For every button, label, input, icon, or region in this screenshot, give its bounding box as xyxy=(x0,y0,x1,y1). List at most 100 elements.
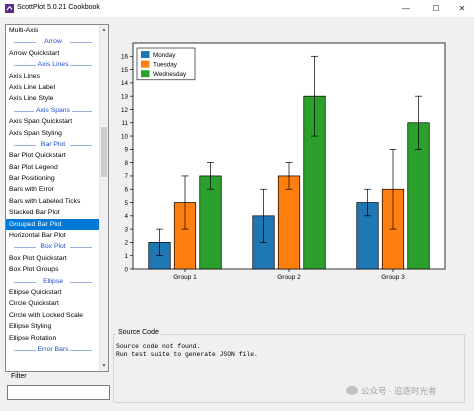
y-tick-label: 2 xyxy=(124,240,128,247)
list-item[interactable]: Axis Lines xyxy=(9,72,40,80)
category-label: Error Bars xyxy=(35,345,71,353)
y-tick-label: 9 xyxy=(124,147,128,154)
filter-input[interactable] xyxy=(7,385,110,400)
list-item[interactable]: Axis Span Quickstart xyxy=(9,118,73,126)
wechat-icon xyxy=(346,386,358,395)
category-header: Bar Plot xyxy=(6,139,100,150)
legend-label: Monday xyxy=(153,52,176,59)
y-tick-label: 5 xyxy=(124,200,128,207)
list-item[interactable]: Box Plot Quickstart xyxy=(9,254,67,262)
plot-area[interactable]: 0 1 2 3 4 5 6 7 8 9 10 11 12 13 14 15 16 Group 1 Group 2 Gr… xyxy=(113,19,470,324)
bar xyxy=(199,175,222,270)
source-code-group xyxy=(113,334,465,403)
legend-label: Tuesday xyxy=(153,62,178,69)
category-header: Error Bars xyxy=(6,344,100,355)
list-item[interactable]: Axis Line Style xyxy=(9,95,54,103)
y-tick-label: 4 xyxy=(124,213,128,220)
list-item[interactable]: Ellipse Quickstart xyxy=(9,288,62,296)
category-label: Bar Plot xyxy=(38,140,68,148)
list-item[interactable]: Bar Positioning xyxy=(9,175,55,183)
category-divider xyxy=(14,65,36,67)
legend-swatch xyxy=(141,60,150,68)
title-bar: ScottPlot 5.0.21 Cookbook — ☐ ✕ xyxy=(0,0,474,17)
minimize-button[interactable]: — xyxy=(402,4,410,13)
list-item[interactable]: Multi-Axis xyxy=(9,27,39,34)
app-icon xyxy=(5,4,14,13)
bar xyxy=(277,175,301,270)
y-tick-label: 6 xyxy=(124,187,128,194)
list-item[interactable]: Circle Quickstart xyxy=(9,300,59,308)
y-tick-label: 3 xyxy=(124,226,128,233)
y-tick-label: 14 xyxy=(121,80,129,87)
y-tick-label: 15 xyxy=(121,67,129,74)
list-item[interactable]: Arrow Quickstart xyxy=(9,49,60,57)
category-header: Ellipse xyxy=(6,276,100,287)
category-divider xyxy=(70,110,92,112)
category-header: Box Plot xyxy=(6,241,100,252)
category-divider xyxy=(70,281,92,283)
source-code-label: Source Code xyxy=(116,329,161,336)
category-label: Box Plot xyxy=(38,243,68,251)
scroll-down-icon[interactable]: ▼ xyxy=(101,363,107,369)
category-divider xyxy=(70,247,92,249)
legend-swatch xyxy=(141,51,150,58)
category-divider xyxy=(14,349,36,351)
category-divider xyxy=(70,42,92,44)
scroll-up-icon[interactable]: ▲ xyxy=(101,27,107,33)
y-tick-label: 11 xyxy=(121,120,128,127)
category-divider xyxy=(70,144,92,146)
y-tick-label: 16 xyxy=(121,54,129,61)
list-scrollbar[interactable]: ▲ ▼ xyxy=(99,25,108,371)
category-divider xyxy=(14,144,36,146)
y-tick-label: 1 xyxy=(124,253,128,260)
category-divider xyxy=(70,65,92,67)
category-divider xyxy=(14,110,36,112)
category-label: Arrow xyxy=(42,38,64,46)
category-header: Arrow xyxy=(6,36,100,47)
y-tick-label: 7 xyxy=(124,173,128,180)
recipe-list-items: Multi-Axis Arrow Arrow Quickstart Axis Line… xyxy=(6,25,100,355)
category-header: Axis Spans xyxy=(6,105,100,116)
category-label: Ellipse xyxy=(40,277,66,285)
category-header: Axis Lines xyxy=(6,59,100,70)
category-divider xyxy=(70,349,92,351)
list-item[interactable]: Bar Plot Quickstart xyxy=(9,152,66,160)
source-line-1: Source code not found. xyxy=(116,343,201,350)
list-item-selected[interactable]: Grouped Bar Plot xyxy=(6,218,100,231)
window-title: ScottPlot 5.0.21 Cookbook xyxy=(17,4,100,11)
category-divider xyxy=(14,281,36,283)
category-label: Axis Spans xyxy=(33,106,72,114)
list-item[interactable]: Bars with Error xyxy=(9,186,54,194)
category-label: Axis Lines xyxy=(35,61,71,69)
list-item[interactable]: Ellipse Rotation xyxy=(9,334,57,342)
x-tick-label: Group 1 xyxy=(173,274,197,281)
list-item[interactable]: Box Plot Groups xyxy=(9,266,59,274)
y-tick-label: 0 xyxy=(124,266,128,273)
x-tick-label: Group 3 xyxy=(381,274,405,281)
filter-label: Filter xyxy=(11,373,27,380)
list-item[interactable]: Bars with Labeled Ticks xyxy=(9,197,81,205)
recipe-list[interactable]: Multi-Axis Arrow Arrow Quickstart Axis Line… xyxy=(5,24,109,372)
list-item[interactable]: Bar Plot Legend xyxy=(9,163,58,171)
list-item[interactable]: Axis Line Label xyxy=(9,83,56,91)
legend-label: Wednesday xyxy=(153,71,187,78)
close-button[interactable]: ✕ xyxy=(458,4,466,13)
category-divider xyxy=(14,247,36,249)
watermark-text: 公众号 · 追逐时光者 xyxy=(361,386,437,396)
list-item[interactable]: Stacked Bar Plot xyxy=(9,209,60,217)
list-item[interactable]: Axis Span Styling xyxy=(9,129,62,137)
legend-swatch xyxy=(141,70,150,78)
y-tick-label: 13 xyxy=(121,93,129,100)
y-tick-label: 10 xyxy=(121,133,129,140)
list-item[interactable]: Ellipse Styling xyxy=(9,323,52,331)
list-item[interactable]: Circle with Locked Scale xyxy=(9,311,84,319)
category-divider xyxy=(14,42,36,44)
maximize-button[interactable]: ☐ xyxy=(432,4,440,13)
list-item[interactable]: Horizontal Bar Plot xyxy=(9,232,66,240)
watermark: 公众号 · 追逐时光者 xyxy=(346,385,437,397)
scroll-thumb[interactable] xyxy=(101,127,107,177)
y-tick-label: 8 xyxy=(124,160,128,167)
source-line-2: Run test suite to generate JSON file. xyxy=(116,350,258,358)
source-code-text: Source code not found. Run test suite to … xyxy=(116,343,258,359)
